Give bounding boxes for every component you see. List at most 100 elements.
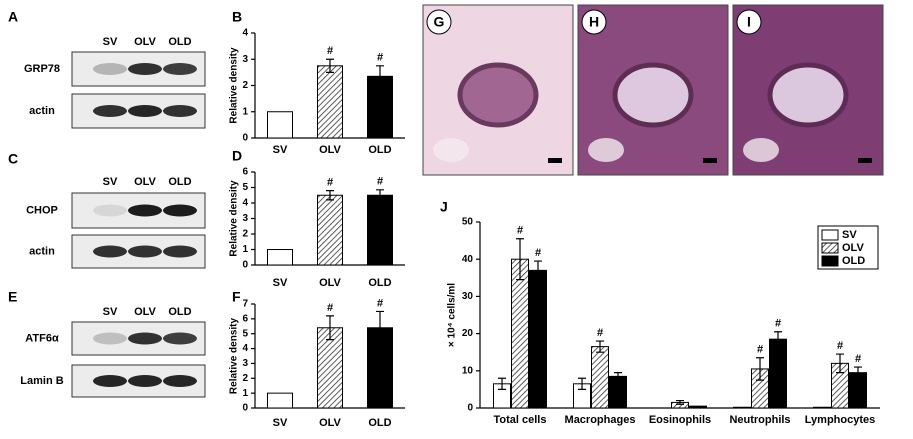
x-tick-label: OLD xyxy=(368,417,391,429)
lane-label: SV xyxy=(103,36,118,48)
significance-marker: # xyxy=(837,340,843,352)
error-bar xyxy=(774,331,782,348)
y-tick-label: 50 xyxy=(462,217,474,228)
y-tick-label: 4 xyxy=(242,343,248,354)
x-tick-label: Neutrophils xyxy=(729,414,790,426)
x-tick-label: SV xyxy=(273,277,288,289)
band xyxy=(163,204,197,217)
y-tick-label: 2 xyxy=(242,373,248,384)
y-tick-label: 7 xyxy=(242,299,248,310)
vessel xyxy=(433,138,469,162)
lane-label: SV xyxy=(103,176,118,188)
significance-marker: # xyxy=(377,297,383,309)
panel-letter: A xyxy=(8,9,18,25)
lane-label: OLD xyxy=(168,36,191,48)
y-axis-label: Relative density xyxy=(229,317,240,394)
error-bar xyxy=(756,357,764,381)
error-bar xyxy=(376,189,384,202)
vessel xyxy=(743,138,779,162)
band xyxy=(93,332,127,345)
band xyxy=(128,245,162,258)
error-bar xyxy=(516,238,524,281)
x-tick-label: SV xyxy=(273,417,288,429)
label-circle xyxy=(581,9,607,35)
y-tick-label: 2 xyxy=(242,229,248,240)
panel-letter: E xyxy=(8,289,17,305)
band xyxy=(128,105,162,117)
y-tick-label: 4 xyxy=(242,28,248,39)
vessel xyxy=(588,138,624,162)
y-tick-label: 20 xyxy=(462,328,474,339)
airway xyxy=(612,62,694,128)
x-tick-label: Macrophages xyxy=(565,414,636,426)
legend-label: OLV xyxy=(842,242,864,254)
y-tick-label: 2 xyxy=(242,80,248,91)
lane-label: OLV xyxy=(134,176,156,188)
x-tick-label: Total cells xyxy=(494,414,547,426)
bar xyxy=(367,194,393,266)
legend-swatch xyxy=(821,242,839,254)
x-tick-label: OLV xyxy=(319,417,341,429)
bar xyxy=(317,194,343,266)
x-tick-label: Eosinophils xyxy=(649,414,711,426)
legend-label: SV xyxy=(842,229,857,241)
error-bar xyxy=(578,377,586,390)
label-circle xyxy=(736,9,762,35)
significance-marker: # xyxy=(597,327,603,339)
y-tick-label: 6 xyxy=(242,313,248,324)
y-tick-label: 0 xyxy=(242,403,248,414)
y-tick-label: 10 xyxy=(462,365,474,376)
band xyxy=(93,105,127,117)
significance-marker: # xyxy=(377,52,383,64)
row-label: actin xyxy=(29,105,55,117)
significance-marker: # xyxy=(775,318,781,330)
band xyxy=(128,332,162,345)
band xyxy=(163,105,197,117)
bar xyxy=(733,406,751,409)
lane-label: OLD xyxy=(168,306,191,318)
band xyxy=(163,63,197,75)
error-bar xyxy=(596,340,604,353)
lane-label: OLV xyxy=(134,36,156,48)
y-tick-label: 4 xyxy=(242,198,248,209)
x-tick-label: OLV xyxy=(319,144,341,156)
band xyxy=(163,245,197,258)
significance-marker: # xyxy=(327,45,333,57)
band xyxy=(93,245,127,258)
panel-letter: D xyxy=(232,148,242,164)
panel-letter: B xyxy=(232,9,242,25)
significance-marker: # xyxy=(517,225,523,237)
error-bar xyxy=(676,399,684,405)
bar xyxy=(529,269,547,409)
bar xyxy=(813,406,831,409)
band xyxy=(128,204,162,217)
bar xyxy=(609,375,627,409)
legend-label: OLD xyxy=(842,255,865,267)
y-tick-label: 3 xyxy=(242,358,248,369)
band xyxy=(163,375,197,387)
x-tick-label: OLV xyxy=(319,277,341,289)
row-label: ATF6α xyxy=(25,332,59,344)
error-bar xyxy=(326,190,334,201)
y-tick-label: 30 xyxy=(462,291,474,302)
y-tick-label: 3 xyxy=(242,213,248,224)
band xyxy=(93,63,127,75)
label-circle xyxy=(426,9,452,35)
scale-bar xyxy=(548,158,562,163)
y-axis-label: Relative density xyxy=(229,47,240,124)
lane-label: OLD xyxy=(168,176,191,188)
y-axis-label: × 10⁴ cells/ml xyxy=(447,283,458,347)
panel-letter: F xyxy=(232,289,241,305)
y-axis-label: Relative density xyxy=(229,180,240,257)
airway xyxy=(767,62,849,128)
lane-label: OLV xyxy=(134,306,156,318)
y-tick-label: 5 xyxy=(242,182,248,193)
error-bar xyxy=(376,65,384,88)
error-bar xyxy=(836,353,844,374)
y-tick-label: 40 xyxy=(462,254,474,265)
significance-marker: # xyxy=(757,344,763,356)
error-bar xyxy=(854,366,862,379)
error-bar xyxy=(614,372,622,381)
image-label: H xyxy=(589,14,599,30)
